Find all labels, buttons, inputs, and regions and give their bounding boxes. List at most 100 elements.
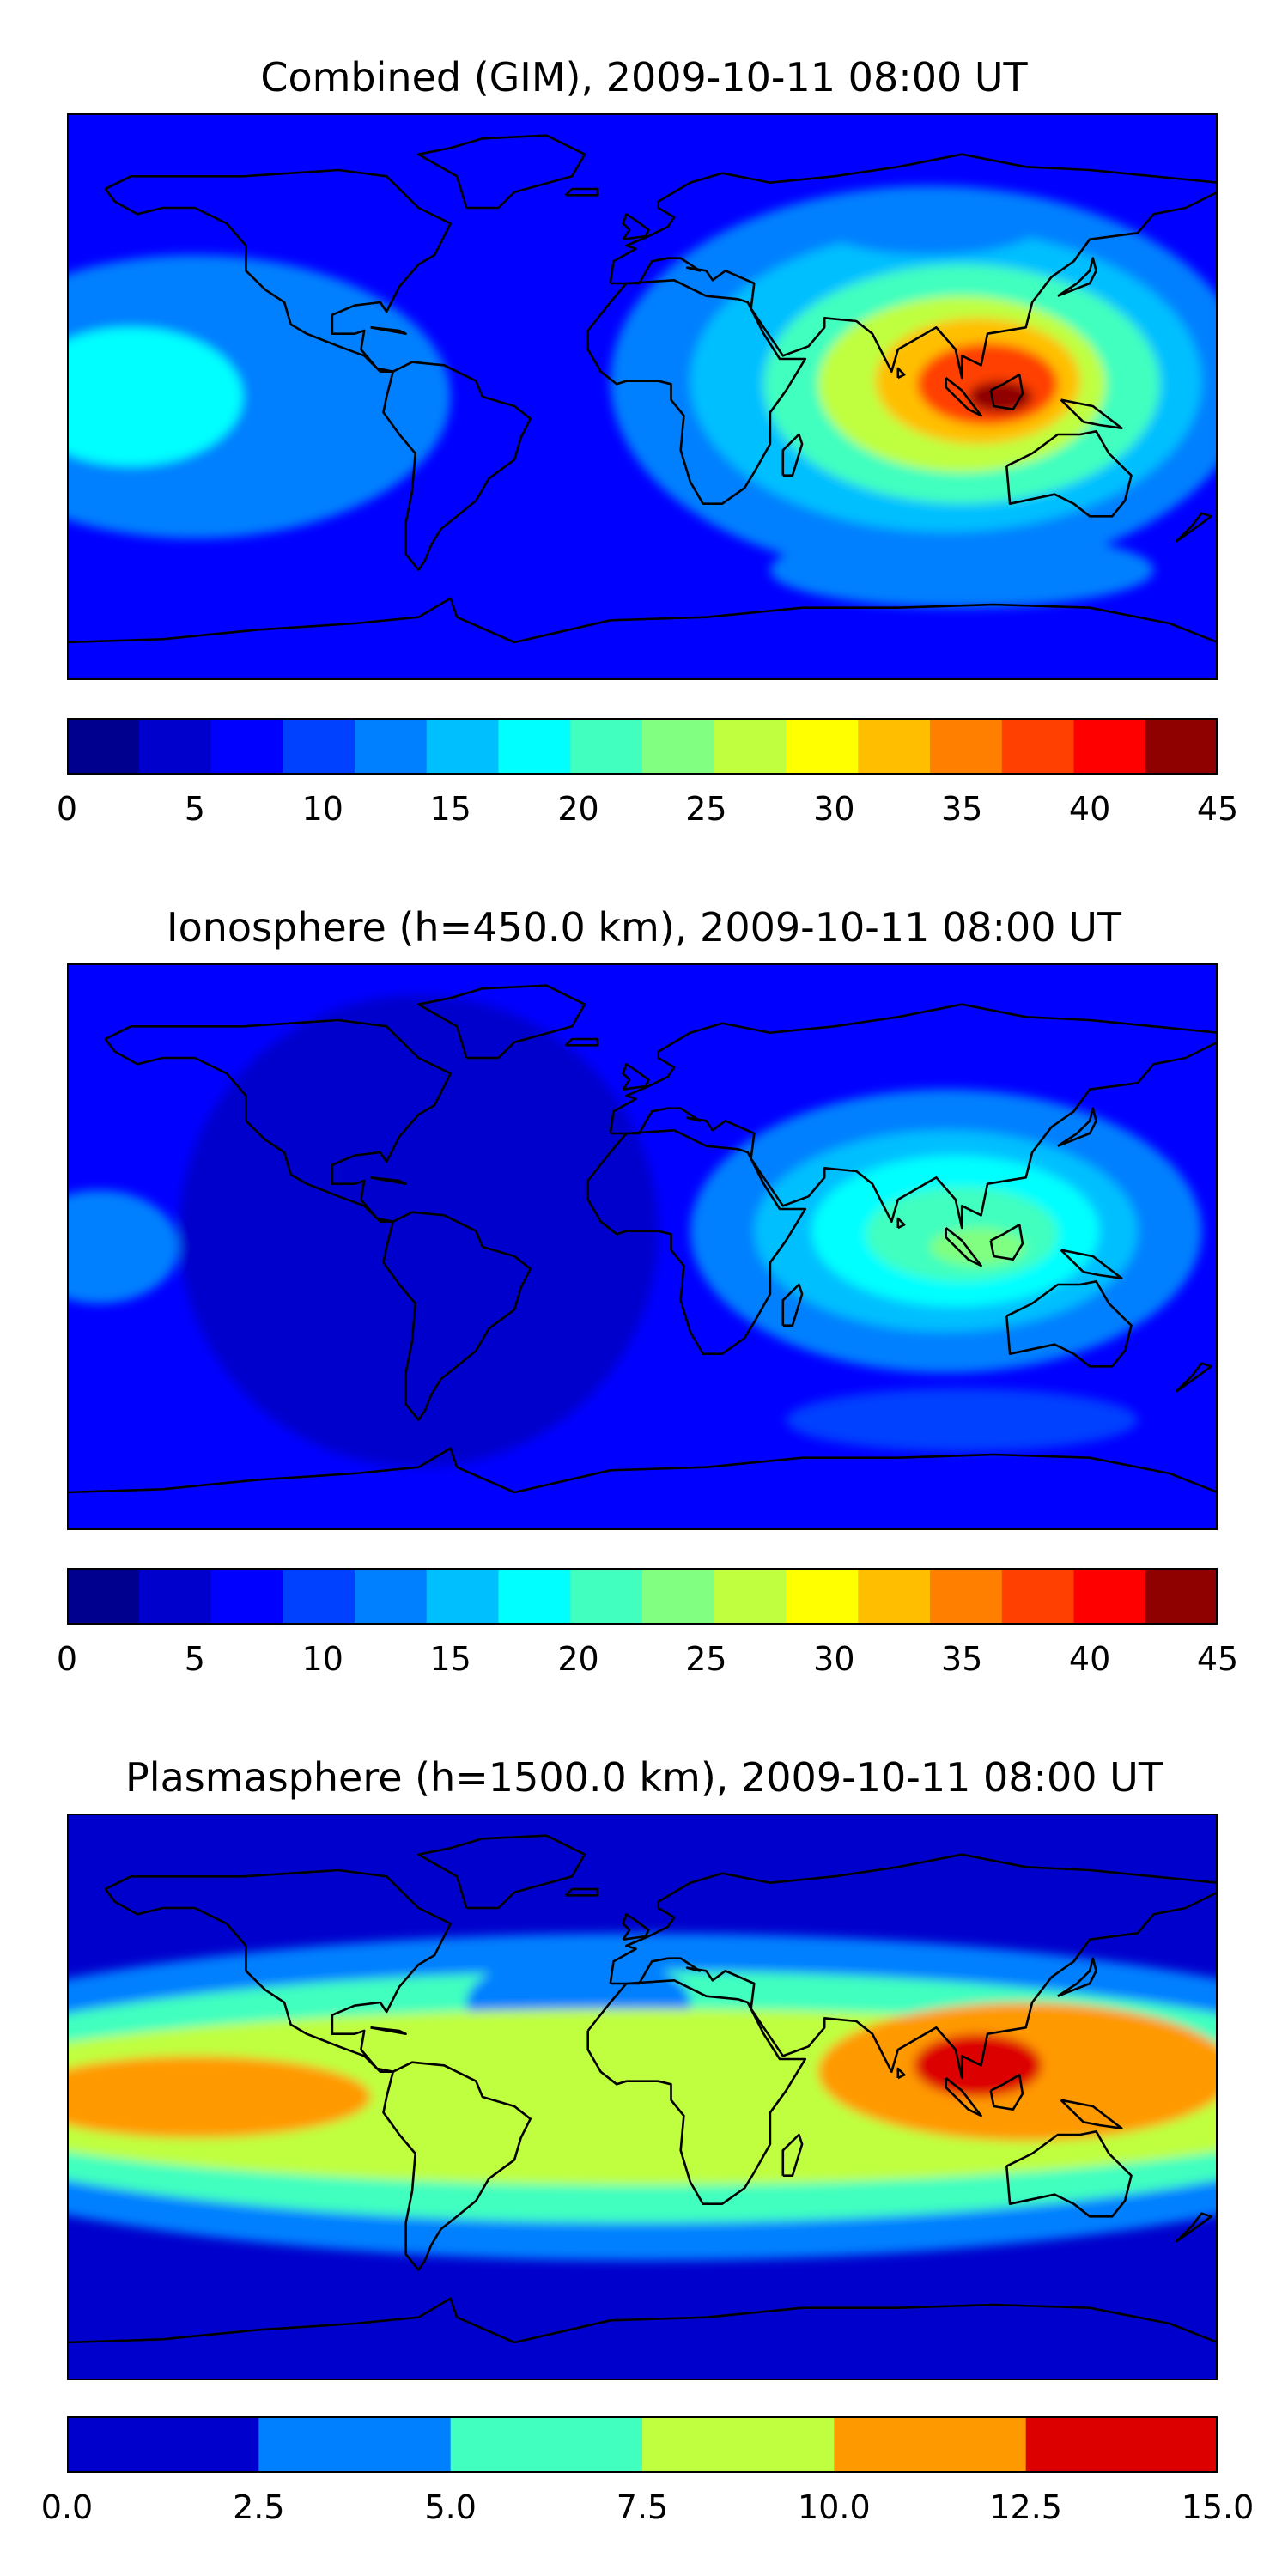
coastline-australia bbox=[1005, 2129, 1133, 2218]
coastline-iceland bbox=[564, 1037, 599, 1047]
colorbar-border bbox=[67, 1568, 1218, 1625]
coastline-south-america bbox=[382, 361, 532, 572]
colorbar-swatch bbox=[930, 1568, 1003, 1625]
coastlines bbox=[67, 134, 1218, 644]
colorbar-swatch bbox=[1001, 718, 1074, 775]
colorbar-plasmasphere bbox=[67, 2416, 1218, 2473]
colorbar-swatch bbox=[283, 1568, 355, 1625]
coastline-eurasia bbox=[609, 1853, 1218, 2080]
coastline-borneo bbox=[989, 1223, 1024, 1261]
coastline-south-america bbox=[382, 2061, 532, 2272]
colorbar-swatch bbox=[570, 1568, 643, 1625]
colorbar-swatch bbox=[834, 2416, 1027, 2473]
colorbar-swatch bbox=[858, 1568, 931, 1625]
colorbar-border bbox=[67, 2416, 1218, 2473]
coastline-new-zealand bbox=[1175, 1362, 1212, 1393]
panel-title-plasmasphere: Plasmasphere (h=1500.0 km), 2009-10-11 0… bbox=[125, 1754, 1163, 1801]
colorbar-tick-label: 30 bbox=[813, 790, 855, 828]
colorbar-swatch bbox=[426, 1568, 499, 1625]
field-contour bbox=[930, 1228, 1026, 1266]
colorbar-combined bbox=[67, 718, 1218, 775]
colorbar-swatch bbox=[570, 718, 643, 775]
colorbar-swatch bbox=[450, 2416, 643, 2473]
colorbar-swatch bbox=[67, 1568, 140, 1625]
colorbar-swatch bbox=[642, 2416, 835, 2473]
colorbar-swatch bbox=[355, 1568, 428, 1625]
colorbar-tick-label: 45 bbox=[1196, 790, 1239, 828]
coastline-australia bbox=[1005, 1279, 1133, 1368]
coastline-greenland bbox=[417, 984, 586, 1060]
map-plasmasphere bbox=[67, 1814, 1218, 2380]
field-contour bbox=[179, 994, 659, 1467]
coastline-antarctica bbox=[67, 1447, 1218, 1494]
colorbar-swatch bbox=[714, 718, 787, 775]
coastline-australia bbox=[1005, 429, 1133, 518]
field-contour bbox=[67, 1190, 179, 1303]
coastline-greenland bbox=[417, 1834, 586, 1910]
colorbar-tick-label: 0.0 bbox=[40, 2488, 94, 2526]
panel-title-combined: Combined (GIM), 2009-10-11 08:00 UT bbox=[260, 54, 1028, 100]
coastline-sri-lanka bbox=[896, 367, 906, 380]
coastline-borneo bbox=[989, 2073, 1024, 2111]
colorbar-tick-label: 10 bbox=[301, 790, 343, 828]
coastline-uk bbox=[622, 1913, 650, 1941]
coastline-madagascar bbox=[781, 2133, 804, 2178]
colorbar-ticks-plasmasphere: 0.0 2.5 5.0 7.5 10.0 12.5 15.0 bbox=[0, 2488, 1288, 2531]
coastline-eurasia bbox=[609, 1003, 1218, 1230]
colorbar-svg-plasmasphere bbox=[67, 2416, 1218, 2473]
coastline-new-guinea bbox=[1060, 1249, 1123, 1280]
panel-title-ionosphere: Ionosphere (h=450.0 km), 2009-10-11 08:0… bbox=[167, 904, 1121, 951]
coastline-iceland bbox=[564, 187, 599, 197]
coastline-north-america bbox=[104, 168, 453, 374]
coastline-north-america bbox=[104, 1868, 453, 2074]
colorbar-swatch bbox=[786, 1568, 859, 1625]
coastlines bbox=[67, 1834, 1218, 2344]
colorbar-tick-label: 5 bbox=[184, 790, 205, 828]
coastline-iceland bbox=[564, 1887, 599, 1897]
coastline-antarctica bbox=[67, 2297, 1218, 2344]
coastline-africa bbox=[586, 1979, 807, 2206]
coastline-africa bbox=[586, 279, 807, 506]
colorbar-tick-label: 2.5 bbox=[233, 2488, 285, 2526]
colorbar-swatch bbox=[138, 718, 211, 775]
coastline-madagascar bbox=[781, 1283, 804, 1327]
colorbar-ticks-ionosphere: 0 5 10 15 20 25 30 35 40 45 bbox=[0, 1640, 1288, 1683]
colorbar-swatch bbox=[1145, 718, 1218, 775]
colorbar-swatch bbox=[138, 1568, 211, 1625]
colorbar-tick-label: 20 bbox=[557, 1640, 599, 1678]
colorbar-swatch bbox=[426, 718, 499, 775]
colorbar-swatch bbox=[67, 2416, 259, 2473]
colorbar-swatch bbox=[355, 718, 428, 775]
field-contour bbox=[67, 327, 243, 466]
colorbar-tick-label: 40 bbox=[1068, 1640, 1111, 1678]
colorbar-swatch bbox=[642, 1568, 715, 1625]
colorbar-swatch bbox=[258, 2416, 452, 2473]
colorbar-swatch bbox=[714, 1568, 787, 1625]
colorbar-swatch bbox=[930, 718, 1003, 775]
colorbar-tick-label: 25 bbox=[685, 1640, 727, 1678]
coastline-new-zealand bbox=[1175, 512, 1212, 543]
colorbar-svg-ionosphere bbox=[67, 1568, 1218, 1625]
colorbar-swatch bbox=[498, 1568, 571, 1625]
colorbar-border bbox=[67, 718, 1218, 775]
colorbar-tick-label: 7.5 bbox=[616, 2488, 669, 2526]
coastline-japan bbox=[1057, 1957, 1097, 1997]
coastline-new-guinea bbox=[1060, 2099, 1123, 2130]
coastline-new-zealand bbox=[1175, 2212, 1212, 2243]
coastline-sri-lanka bbox=[896, 2067, 906, 2080]
colorbar-tick-label: 5 bbox=[184, 1640, 205, 1678]
coastline-greenland bbox=[417, 134, 586, 210]
map-combined bbox=[67, 113, 1218, 680]
coastline-madagascar bbox=[781, 433, 804, 477]
coastline-new-guinea bbox=[1060, 398, 1123, 430]
colorbar-tick-label: 25 bbox=[685, 790, 727, 828]
field-contour bbox=[817, 191, 1042, 255]
coastline-cuba bbox=[370, 326, 407, 336]
colorbar-swatch bbox=[1145, 1568, 1218, 1625]
coastline-uk bbox=[622, 213, 650, 240]
colorbar-tick-label: 15 bbox=[429, 790, 471, 828]
coastline-cuba bbox=[370, 1176, 407, 1186]
map-svg-ionosphere bbox=[67, 963, 1218, 1530]
coastline-africa bbox=[586, 1129, 807, 1356]
colorbar-tick-label: 20 bbox=[557, 790, 599, 828]
